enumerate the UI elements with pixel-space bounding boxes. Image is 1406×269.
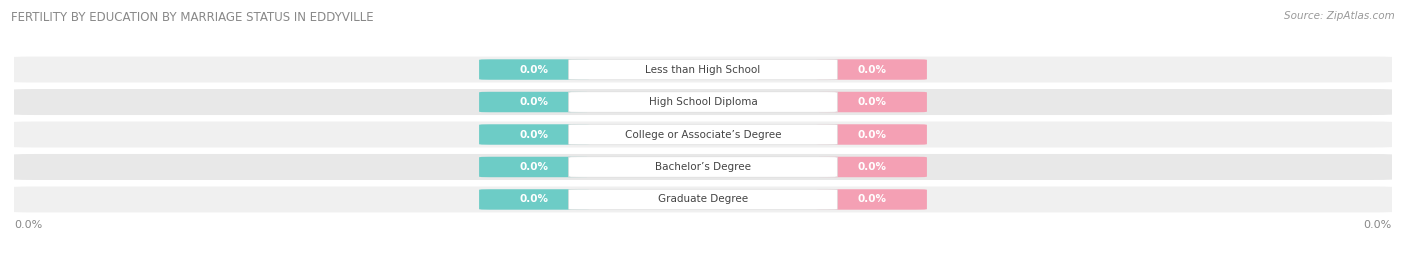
Text: 0.0%: 0.0% [858, 194, 886, 204]
FancyBboxPatch shape [568, 124, 838, 145]
Text: Source: ZipAtlas.com: Source: ZipAtlas.com [1284, 11, 1395, 21]
Text: 0.0%: 0.0% [520, 194, 548, 204]
FancyBboxPatch shape [479, 157, 589, 177]
FancyBboxPatch shape [479, 124, 589, 145]
Text: 0.0%: 0.0% [858, 65, 886, 75]
FancyBboxPatch shape [817, 92, 927, 112]
Text: Less than High School: Less than High School [645, 65, 761, 75]
Text: 0.0%: 0.0% [858, 129, 886, 140]
Text: 0.0%: 0.0% [858, 97, 886, 107]
FancyBboxPatch shape [7, 122, 1399, 147]
Text: 0.0%: 0.0% [858, 162, 886, 172]
Text: 0.0%: 0.0% [520, 97, 548, 107]
Text: FERTILITY BY EDUCATION BY MARRIAGE STATUS IN EDDYVILLE: FERTILITY BY EDUCATION BY MARRIAGE STATU… [11, 11, 374, 24]
FancyBboxPatch shape [479, 59, 589, 80]
FancyBboxPatch shape [479, 189, 589, 210]
FancyBboxPatch shape [7, 89, 1399, 115]
FancyBboxPatch shape [568, 157, 838, 177]
FancyBboxPatch shape [568, 92, 838, 112]
Text: 0.0%: 0.0% [520, 65, 548, 75]
Text: 0.0%: 0.0% [520, 129, 548, 140]
Text: 0.0%: 0.0% [520, 162, 548, 172]
Text: Graduate Degree: Graduate Degree [658, 194, 748, 204]
FancyBboxPatch shape [7, 56, 1399, 83]
FancyBboxPatch shape [817, 59, 927, 80]
Text: 0.0%: 0.0% [14, 220, 42, 230]
FancyBboxPatch shape [817, 157, 927, 177]
Text: High School Diploma: High School Diploma [648, 97, 758, 107]
FancyBboxPatch shape [568, 59, 838, 80]
FancyBboxPatch shape [568, 189, 838, 210]
Text: 0.0%: 0.0% [1364, 220, 1392, 230]
Text: College or Associate’s Degree: College or Associate’s Degree [624, 129, 782, 140]
FancyBboxPatch shape [817, 189, 927, 210]
FancyBboxPatch shape [479, 92, 589, 112]
FancyBboxPatch shape [7, 154, 1399, 180]
FancyBboxPatch shape [817, 124, 927, 145]
Text: Bachelor’s Degree: Bachelor’s Degree [655, 162, 751, 172]
FancyBboxPatch shape [7, 186, 1399, 213]
